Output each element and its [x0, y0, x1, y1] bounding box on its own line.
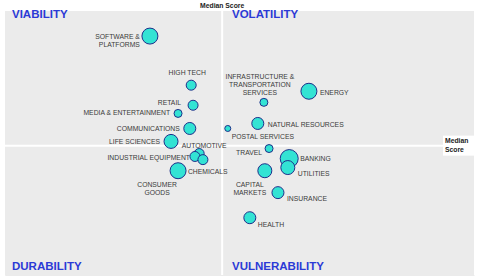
- point-label: HIGH TECH: [169, 69, 206, 76]
- median-label-background: [443, 136, 474, 156]
- bubble: [301, 83, 317, 99]
- quadrant-label: VULNERABILITY: [232, 260, 324, 272]
- point-labels: SOFTWARE &PLATFORMS HIGH TECH RETAIL MEDIA …: [83, 33, 349, 228]
- x-axis-line: [6, 275, 475, 276]
- point-label: HEALTH: [258, 221, 284, 228]
- bubble: [186, 80, 196, 90]
- bubble: [142, 28, 158, 44]
- quadrant-background: [5, 11, 222, 146]
- bubble: [244, 212, 256, 224]
- bubble: [164, 134, 178, 148]
- y-axis-line: [5, 12, 6, 276]
- bubble: [281, 161, 295, 175]
- point-label: INSURANCE: [287, 195, 327, 202]
- point-label: UTILITIES: [298, 170, 330, 177]
- point-label: INDUSTRIAL EQUIPMENT: [107, 154, 189, 162]
- bubble: [258, 164, 272, 178]
- bubble: [188, 100, 198, 110]
- quadrant-label: VOLATILITY: [232, 8, 299, 20]
- point-label: CAPITALMARKETS: [233, 181, 266, 196]
- quadrant-background: [5, 146, 222, 275]
- bubble: [252, 117, 264, 129]
- bubble: [184, 122, 196, 134]
- point-label: SOFTWARE &PLATFORMS: [95, 33, 140, 48]
- point-label: MEDIA & ENTERTAINMENT: [83, 109, 170, 116]
- quadrants: [5, 11, 474, 275]
- bubble: [198, 155, 208, 165]
- quadrant-label: DURABILITY: [12, 260, 82, 272]
- point-label: RETAIL: [158, 99, 182, 106]
- quadrant-label: VIABILITY: [12, 8, 68, 20]
- bubble: [225, 125, 231, 131]
- x-axis: [6, 275, 475, 276]
- bubble: [170, 163, 186, 179]
- point-label: LIFE SCIENCES: [109, 138, 160, 145]
- point-label: INFRASTRUCTURE &TRANSPORTATIONSERVICES: [226, 73, 295, 96]
- point-label: BANKING: [300, 155, 331, 162]
- median-label: Median Score: [200, 2, 244, 9]
- quadrant-background: [222, 146, 474, 275]
- bubble: [265, 145, 273, 153]
- median-line: [5, 145, 474, 147]
- median-label: MedianScore: [445, 137, 468, 153]
- point-label: AUTOMOTIVE: [182, 142, 227, 149]
- point-label: CONSUMERGOODS: [137, 181, 177, 196]
- point-label: NATURAL RESOURCES: [268, 121, 344, 128]
- bubble: [260, 98, 268, 106]
- point-label: ENERGY: [320, 89, 349, 96]
- bubble: [174, 109, 182, 117]
- quadrant-background: [222, 11, 474, 146]
- point-label: POSTAL SERVICES: [232, 133, 295, 140]
- chart: SOFTWARE &PLATFORMS HIGH TECH RETAIL MEDIA …: [0, 0, 479, 280]
- y-axis: [5, 12, 6, 276]
- bubble: [272, 187, 284, 199]
- point-label: CHEMICALS: [188, 168, 228, 175]
- point-label: COMMUNICATIONS: [117, 125, 180, 132]
- point-label: TRAVEL: [236, 149, 262, 156]
